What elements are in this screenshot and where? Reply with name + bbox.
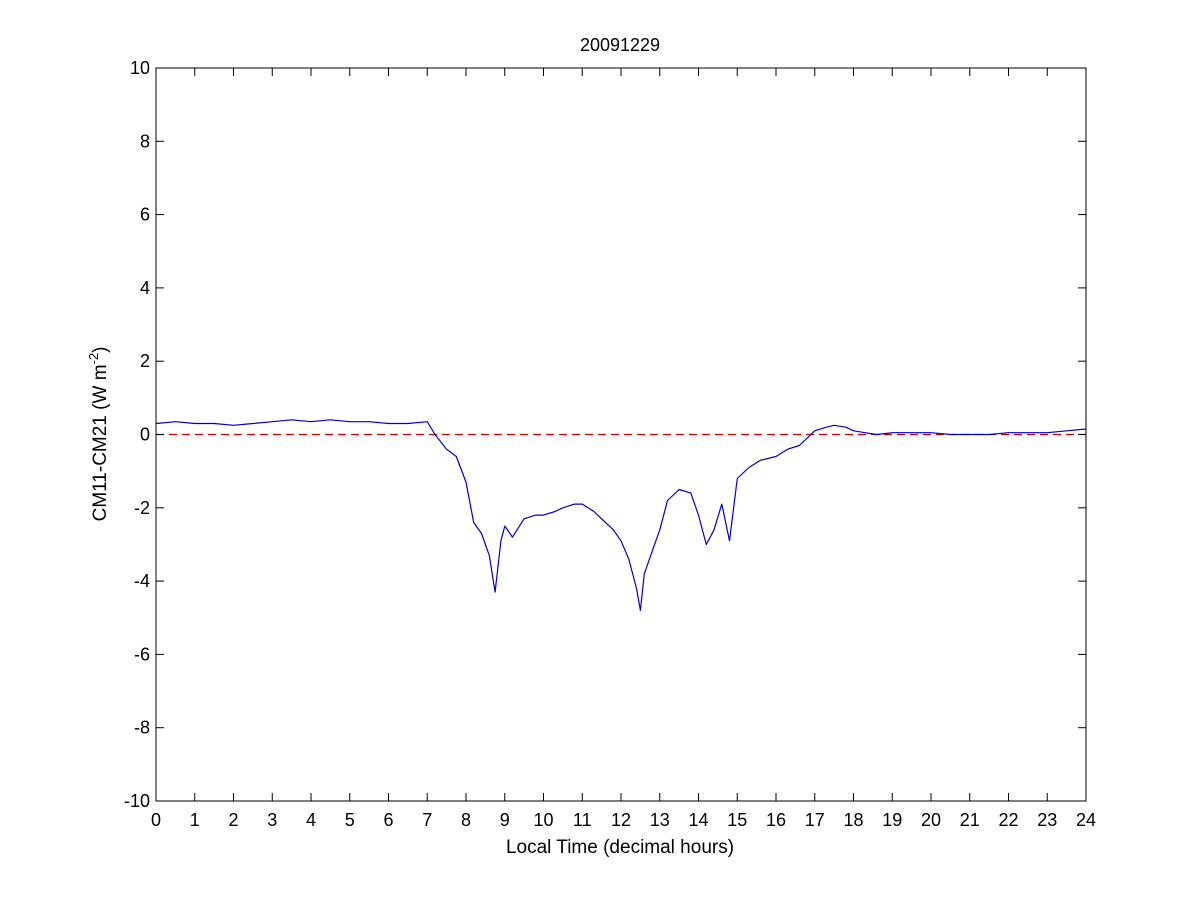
x-tick-label: 20 (921, 810, 941, 830)
chart-title: 20091229 (580, 35, 660, 55)
y-axis-label-main: CM11-CM21 (W m (90, 364, 111, 521)
x-tick-label: 12 (611, 810, 631, 830)
x-tick-label: 18 (843, 810, 863, 830)
x-tick-label: 7 (422, 810, 432, 830)
y-axis-label: CM11-CM21 (W m-2) (86, 347, 111, 522)
y-tick-label: 8 (140, 131, 150, 151)
x-tick-label: 22 (998, 810, 1018, 830)
x-axis: 0 1 2 3 4 5 6 7 8 9 10 11 12 13 14 15 16 17 18 19 20 21 22 23 24 (151, 68, 1096, 830)
y-tick-label: -8 (134, 718, 150, 738)
x-tick-label: 21 (960, 810, 980, 830)
x-tick-label: 13 (650, 810, 670, 830)
y-tick-label: -4 (134, 571, 150, 591)
y-tick-label: 6 (140, 205, 150, 225)
x-tick-label: 16 (766, 810, 786, 830)
y-tick-label: -2 (134, 498, 150, 518)
x-tick-label: 14 (688, 810, 708, 830)
x-tick-label: 0 (151, 810, 161, 830)
x-tick-label: 15 (727, 810, 747, 830)
x-tick-label: 8 (461, 810, 471, 830)
x-tick-label: 1 (190, 810, 200, 830)
plot-area (155, 419, 1087, 612)
series-line (155, 419, 1087, 612)
x-tick-label: 5 (345, 810, 355, 830)
y-tick-label: -6 (134, 644, 150, 664)
x-tick-label: 2 (228, 810, 238, 830)
y-axis: -10 -8 -6 -4 -2 0 2 4 6 8 10 (124, 58, 1086, 811)
x-tick-label: 23 (1037, 810, 1057, 830)
x-axis-label: Local Time (decimal hours) (506, 837, 734, 858)
y-axis-label-close: ) (90, 347, 111, 353)
x-tick-label: 10 (533, 810, 553, 830)
x-tick-label: 17 (805, 810, 825, 830)
axes-frame (155, 67, 1087, 802)
x-tick-label: 9 (500, 810, 510, 830)
x-tick-label: 6 (383, 810, 393, 830)
x-tick-label: 11 (573, 810, 592, 830)
y-tick-label: -10 (124, 791, 150, 811)
x-tick-label: 24 (1076, 810, 1096, 830)
y-tick-label: 10 (130, 58, 150, 78)
y-tick-label: 0 (140, 425, 150, 445)
x-tick-label: 3 (267, 810, 277, 830)
y-tick-label: 4 (140, 278, 150, 298)
x-tick-label: 4 (306, 810, 316, 830)
y-axis-label-superscript: -2 (86, 353, 101, 365)
x-tick-label: 19 (882, 810, 902, 830)
y-tick-label: 2 (140, 351, 150, 371)
